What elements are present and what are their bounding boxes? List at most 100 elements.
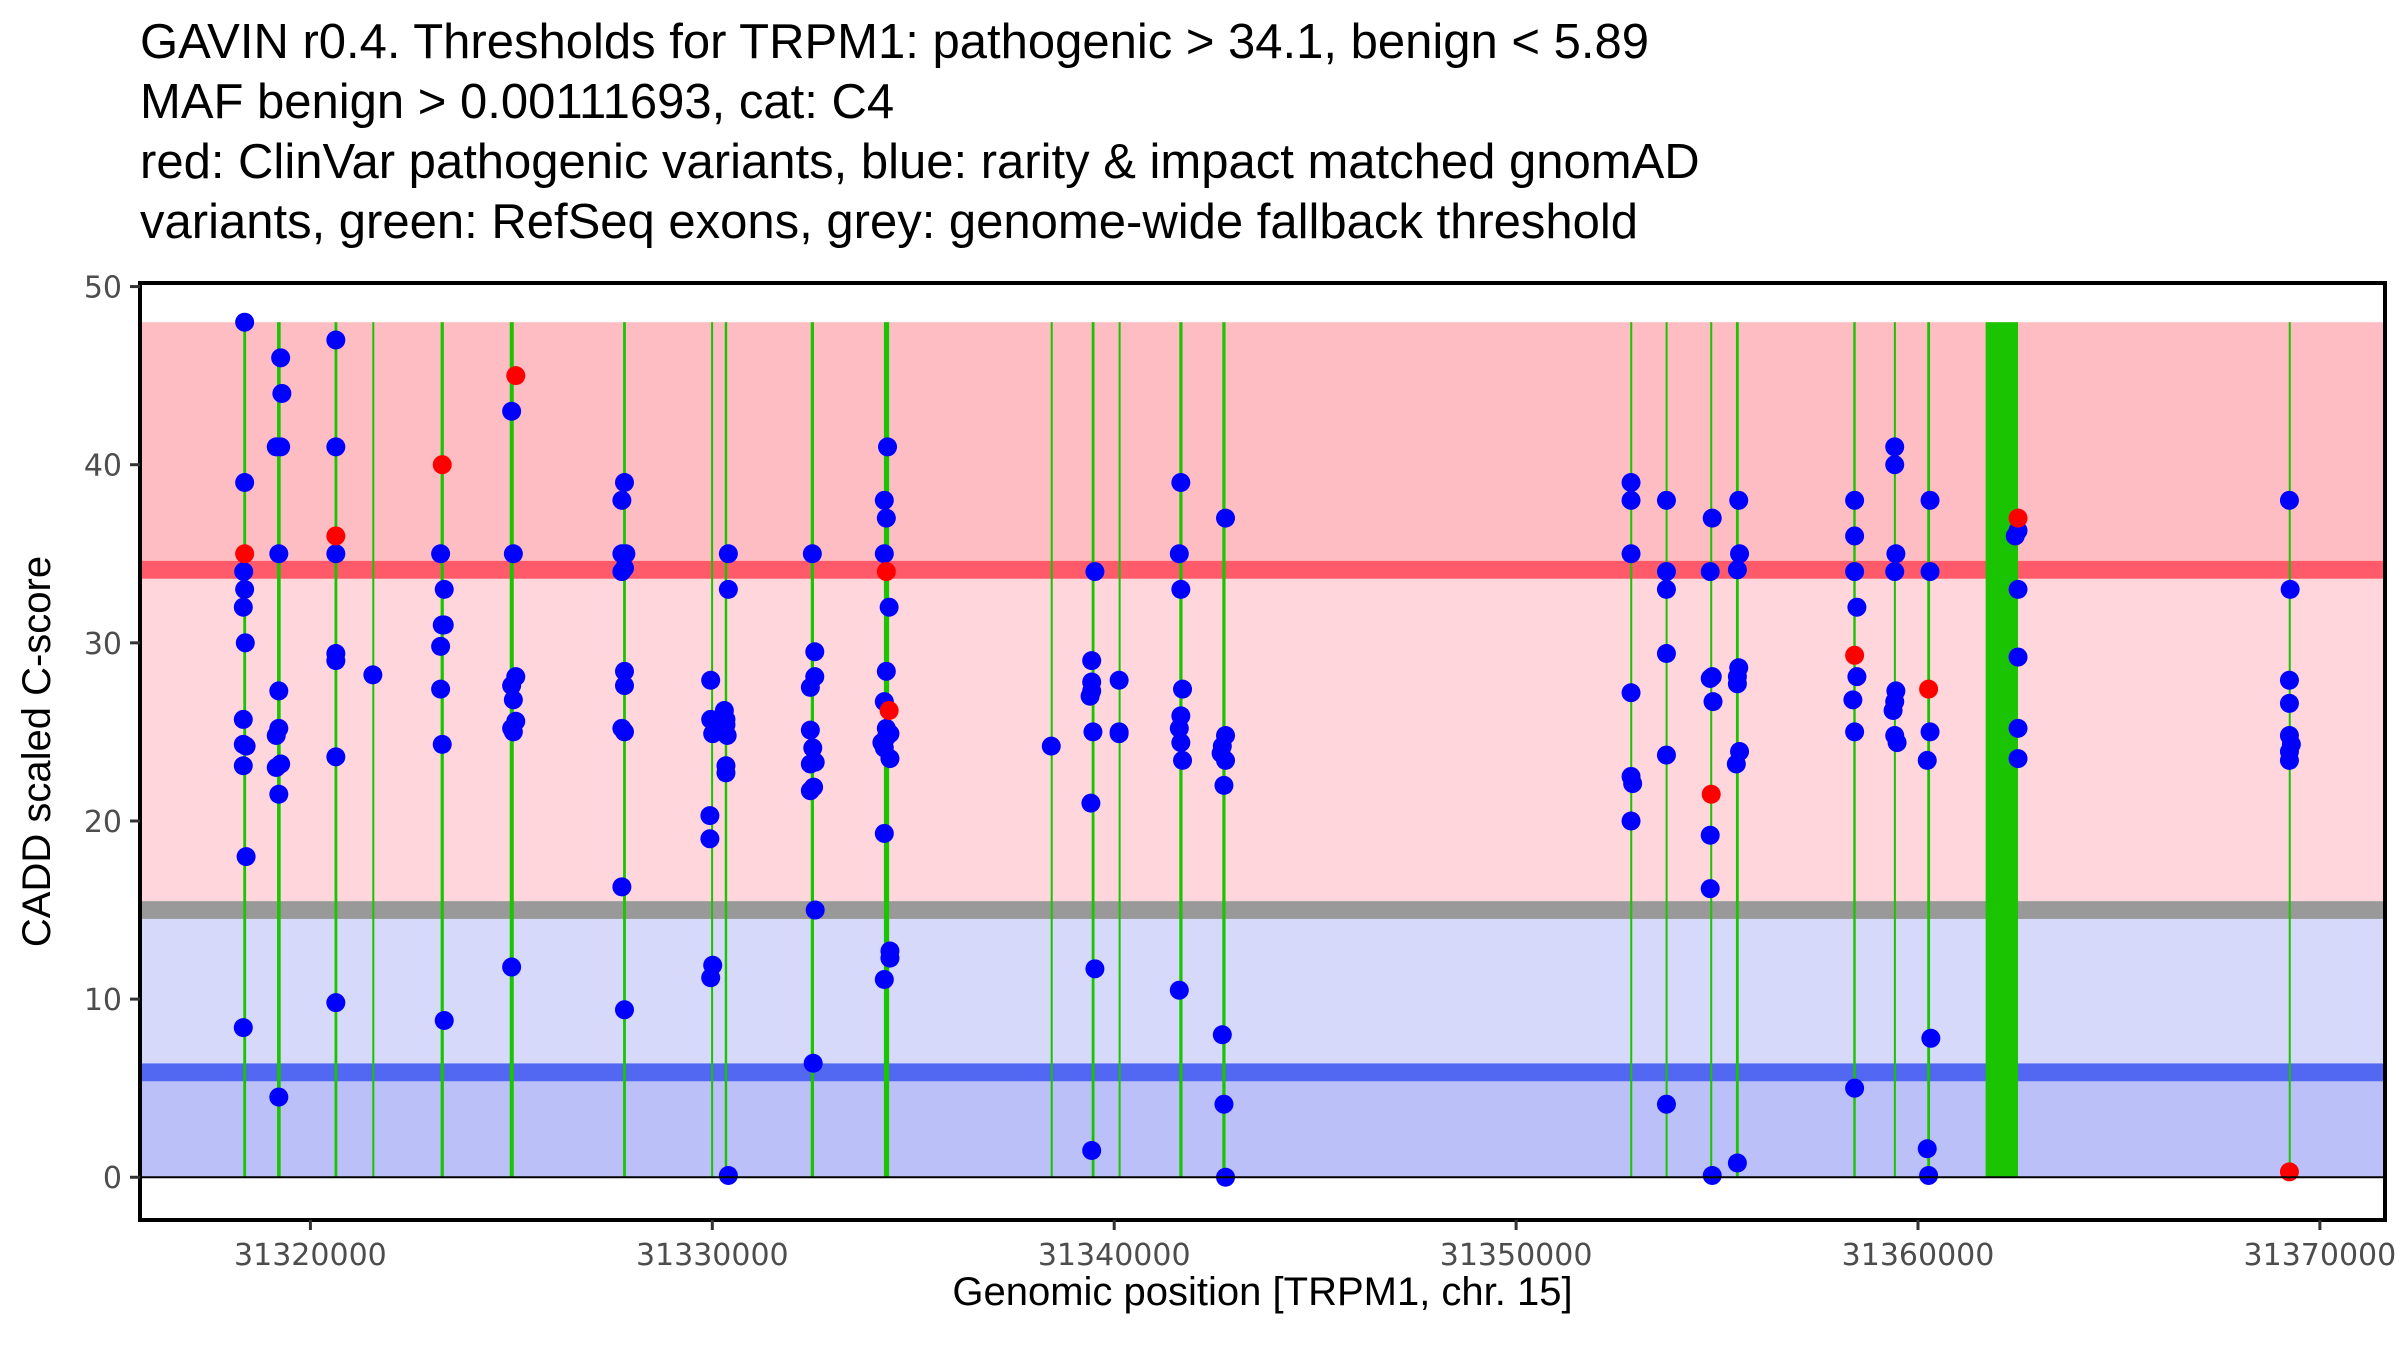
fallback-threshold-line (140, 901, 2385, 919)
gnomad-point (326, 330, 346, 350)
y-tick-label: 30 (84, 627, 122, 662)
gnomad-point (614, 558, 634, 578)
exon-bar (509, 322, 514, 1178)
gnomad-point (1917, 1139, 1937, 1159)
gnomad-point (874, 970, 894, 990)
chart-title: GAVIN r0.4. Thresholds for TRPM1: pathog… (140, 12, 1700, 252)
gnomad-point (503, 690, 523, 710)
gnomad-point (269, 784, 289, 804)
y-tick-label: 50 (84, 271, 122, 306)
gnomad-point (235, 579, 255, 599)
gnomad-point (1623, 774, 1643, 794)
gnomad-point (1920, 562, 1940, 582)
gnomad-point (235, 312, 255, 332)
gnomad-point (1621, 544, 1641, 564)
gnomad-point (701, 968, 721, 988)
gnomad-point (717, 725, 737, 745)
x-tick-label: 31320000 (234, 1238, 387, 1273)
exon-bar (711, 322, 714, 1178)
x-tick-label: 31350000 (1440, 1238, 1593, 1273)
gnomad-point (800, 720, 820, 740)
gnomad-point (431, 544, 451, 564)
gnomad-point (1621, 473, 1641, 493)
gnomad-point (718, 1165, 738, 1185)
pathogenic-threshold-line (140, 560, 2385, 579)
gnomad-point (434, 1010, 454, 1030)
gnomad-point (1621, 490, 1641, 510)
gnomad-point (616, 544, 636, 564)
gnomad-point (614, 676, 634, 696)
gnomad-point (1081, 793, 1101, 813)
clinvar-point (432, 455, 452, 475)
clinvar-point (2279, 1162, 2299, 1182)
x-tick-label: 31370000 (2244, 1238, 2397, 1273)
exon-bar (1091, 322, 1095, 1178)
gnomad-point (1885, 455, 1905, 475)
gnomad-point (805, 900, 825, 920)
gnomad-point (1883, 701, 1903, 721)
gnomad-point (876, 661, 896, 681)
plot-border (138, 281, 2387, 1222)
exon-bar (724, 322, 728, 1178)
gnomad-point (431, 679, 451, 699)
gnomad-point (235, 473, 255, 493)
benign-threshold-line (140, 1063, 2385, 1082)
gnomad-point (1080, 686, 1100, 706)
gnomad-point (271, 437, 291, 457)
exon-bar (623, 322, 626, 1178)
gnomad-point (272, 383, 292, 403)
gnomad-point (1703, 692, 1723, 712)
gnomad-point (718, 579, 738, 599)
clinvar-point (879, 701, 899, 721)
gnomad-point (880, 749, 900, 769)
gnomad-point (326, 544, 346, 564)
gnomad-point (1082, 651, 1102, 671)
gnomad-point (1700, 562, 1720, 582)
gnomad-point (502, 401, 522, 421)
gnomad-point (1169, 544, 1189, 564)
exon-bar (1985, 322, 2019, 1178)
gnomad-point (1845, 490, 1865, 510)
gnomad-point (1656, 490, 1676, 510)
gnomad-point (804, 777, 824, 797)
exon-bar (1630, 322, 1633, 1178)
gnomad-point (614, 661, 634, 681)
gnomad-point (2008, 718, 2028, 738)
gnomad-point (1700, 668, 1720, 688)
gnomad-point (2008, 749, 2028, 769)
title-line-4: variants, green: RefSeq exons, grey: gen… (140, 195, 1639, 249)
clinvar-point (1701, 784, 1721, 804)
gnomad-point (1920, 722, 1940, 742)
clinvar-point (506, 366, 526, 386)
exon-bar (277, 322, 281, 1178)
gnomad-point (1886, 544, 1906, 564)
gnomad-point (503, 544, 523, 564)
gnomad-point (326, 747, 346, 767)
gnomad-point (1214, 775, 1234, 795)
gnomad-point (1212, 1025, 1232, 1045)
gnomad-point (700, 806, 720, 826)
gnomad-point (1845, 722, 1865, 742)
gnomad-point (1919, 1165, 1939, 1185)
gnomad-point (271, 348, 291, 368)
gnomad-point (235, 633, 255, 653)
gnomad-point (1921, 1028, 1941, 1048)
gnomad-point (1656, 644, 1676, 664)
gnomad-point (2280, 579, 2300, 599)
gnomad-point (1727, 1153, 1747, 1173)
gnomad-point (1171, 733, 1191, 753)
gnomad-point (614, 473, 634, 493)
title-line-2: MAF benign > 0.00111693, cat: C4 (140, 75, 895, 129)
gnomad-point (236, 847, 256, 867)
gnomad-point (269, 681, 289, 701)
y-tick-label: 40 (84, 449, 122, 484)
gnomad-point (2279, 670, 2299, 690)
gnomad-point (1656, 562, 1676, 582)
gnomad-point (1211, 743, 1231, 763)
y-tick-label: 20 (84, 805, 122, 840)
gnomad-point (271, 754, 291, 774)
gnomad-point (233, 597, 253, 617)
benign-zone (140, 1072, 2385, 1178)
gnomad-point (612, 490, 632, 510)
gnomad-point (502, 676, 522, 696)
